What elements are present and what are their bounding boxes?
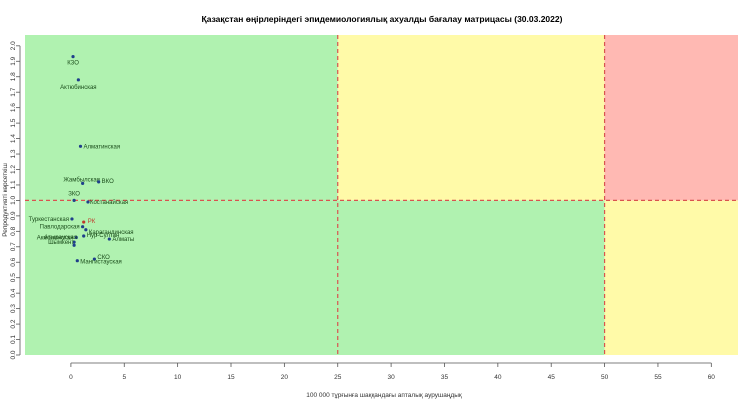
point-label: РК [88, 219, 96, 225]
data-point [72, 198, 76, 203]
point-label: Акмолинская [37, 236, 73, 242]
y-tick-label: 1.0 [10, 196, 17, 205]
data-point [71, 55, 75, 59]
data-point [81, 181, 85, 186]
zone-0 [25, 35, 338, 201]
y-tick-label: 0.2 [10, 319, 17, 328]
point-label: Карагандинская [89, 230, 134, 236]
point-label: СКО [97, 255, 110, 261]
x-axis-label: 100 000 тұрғынға шаққандағы апталық ауру… [306, 392, 462, 399]
point-label: ЗКО [68, 191, 80, 197]
data-point [76, 78, 80, 82]
point-label: Актюбинская [60, 85, 96, 91]
y-tick-label: 1.3 [10, 149, 17, 158]
y-axis-label: Репродуктивті көрсеткіш [1, 163, 9, 237]
x-tick-label: 30 [387, 374, 395, 381]
x-tick-label: 10 [174, 374, 182, 381]
y-tick-label: 0.3 [10, 304, 17, 313]
x-tick-label: 15 [227, 374, 235, 381]
y-tick-label: 0.7 [10, 242, 17, 251]
point-label: ВКО [102, 179, 114, 185]
zone-1 [337, 35, 605, 201]
data-point [82, 234, 86, 238]
point-label: КЗО [67, 61, 79, 67]
y-tick-label: 1.4 [10, 134, 17, 143]
data-point [86, 200, 90, 204]
x-tick-label: 20 [281, 374, 289, 381]
y-tick-label: 0.1 [10, 335, 17, 344]
point-label: Алматинская [84, 144, 121, 150]
x-tick-label: 25 [334, 374, 342, 381]
point-label: Жамбылская [63, 177, 100, 183]
point-label: Туркестанская [29, 217, 69, 223]
data-point [84, 228, 88, 232]
y-tick-label: 1.7 [10, 87, 17, 96]
zone-3 [25, 200, 605, 355]
y-tick-label: 1.8 [10, 72, 17, 81]
y-tick-label: 0.0 [10, 350, 17, 359]
data-point [78, 144, 83, 148]
data-point [81, 225, 85, 229]
x-tick-label: 45 [548, 374, 556, 381]
x-tick-label: 40 [494, 374, 502, 381]
y-tick-label: 0.6 [10, 257, 17, 266]
data-point [72, 240, 76, 244]
zones [25, 35, 738, 355]
y-tick-label: 1.9 [10, 56, 17, 65]
data-point [75, 259, 79, 263]
x-tick-label: 55 [654, 374, 662, 381]
point-label: Шымкент [48, 240, 74, 246]
data-point [74, 235, 78, 240]
data-point [72, 243, 76, 247]
point-label: Алматы [112, 237, 134, 243]
point-label: Нур-Султан [87, 233, 120, 239]
y-tick-label: 1.1 [10, 180, 17, 189]
x-tick-label: 60 [708, 374, 716, 381]
point-label: Костанайская [90, 199, 128, 206]
point-label: Атырауская [44, 235, 77, 241]
x-tick-label: 5 [122, 374, 126, 381]
y-tick-label: 2.0 [10, 41, 17, 50]
y-tick-label: 0.8 [10, 226, 17, 235]
data-point [107, 237, 111, 241]
threshold-lines [25, 35, 738, 355]
x-tick-label: 50 [601, 374, 609, 381]
zone-4 [604, 200, 738, 355]
data-point [82, 220, 86, 224]
y-tick-label: 1.5 [10, 118, 17, 127]
y-tick-label: 0.5 [10, 273, 17, 282]
chart-title: Қазақстан өңірлеріндегі эпидемиологиялық… [202, 14, 563, 24]
x-tick-label: 0 [69, 374, 73, 381]
data-point [70, 217, 74, 221]
zone-2 [604, 35, 738, 201]
point-label: Мангистауская [80, 260, 121, 266]
y-tick-label: 1.6 [10, 103, 17, 112]
data-point [97, 180, 101, 184]
data-point [92, 257, 96, 261]
y-tick-label: 0.4 [10, 288, 17, 297]
data-points: КЗО Актюбинская Алматинская Жамбылская ВКО ЗК… [29, 55, 134, 266]
point-label: Павлодарская [40, 225, 80, 231]
y-tick-label: 0.9 [10, 211, 17, 220]
axes: 0 5 10 15 20 25 30 35 40 45 50 55 60 0.0 0.1 0.2 0.3 0.4 0… [10, 41, 715, 381]
x-tick-label: 35 [441, 374, 449, 381]
y-tick-label: 1.2 [10, 165, 17, 174]
